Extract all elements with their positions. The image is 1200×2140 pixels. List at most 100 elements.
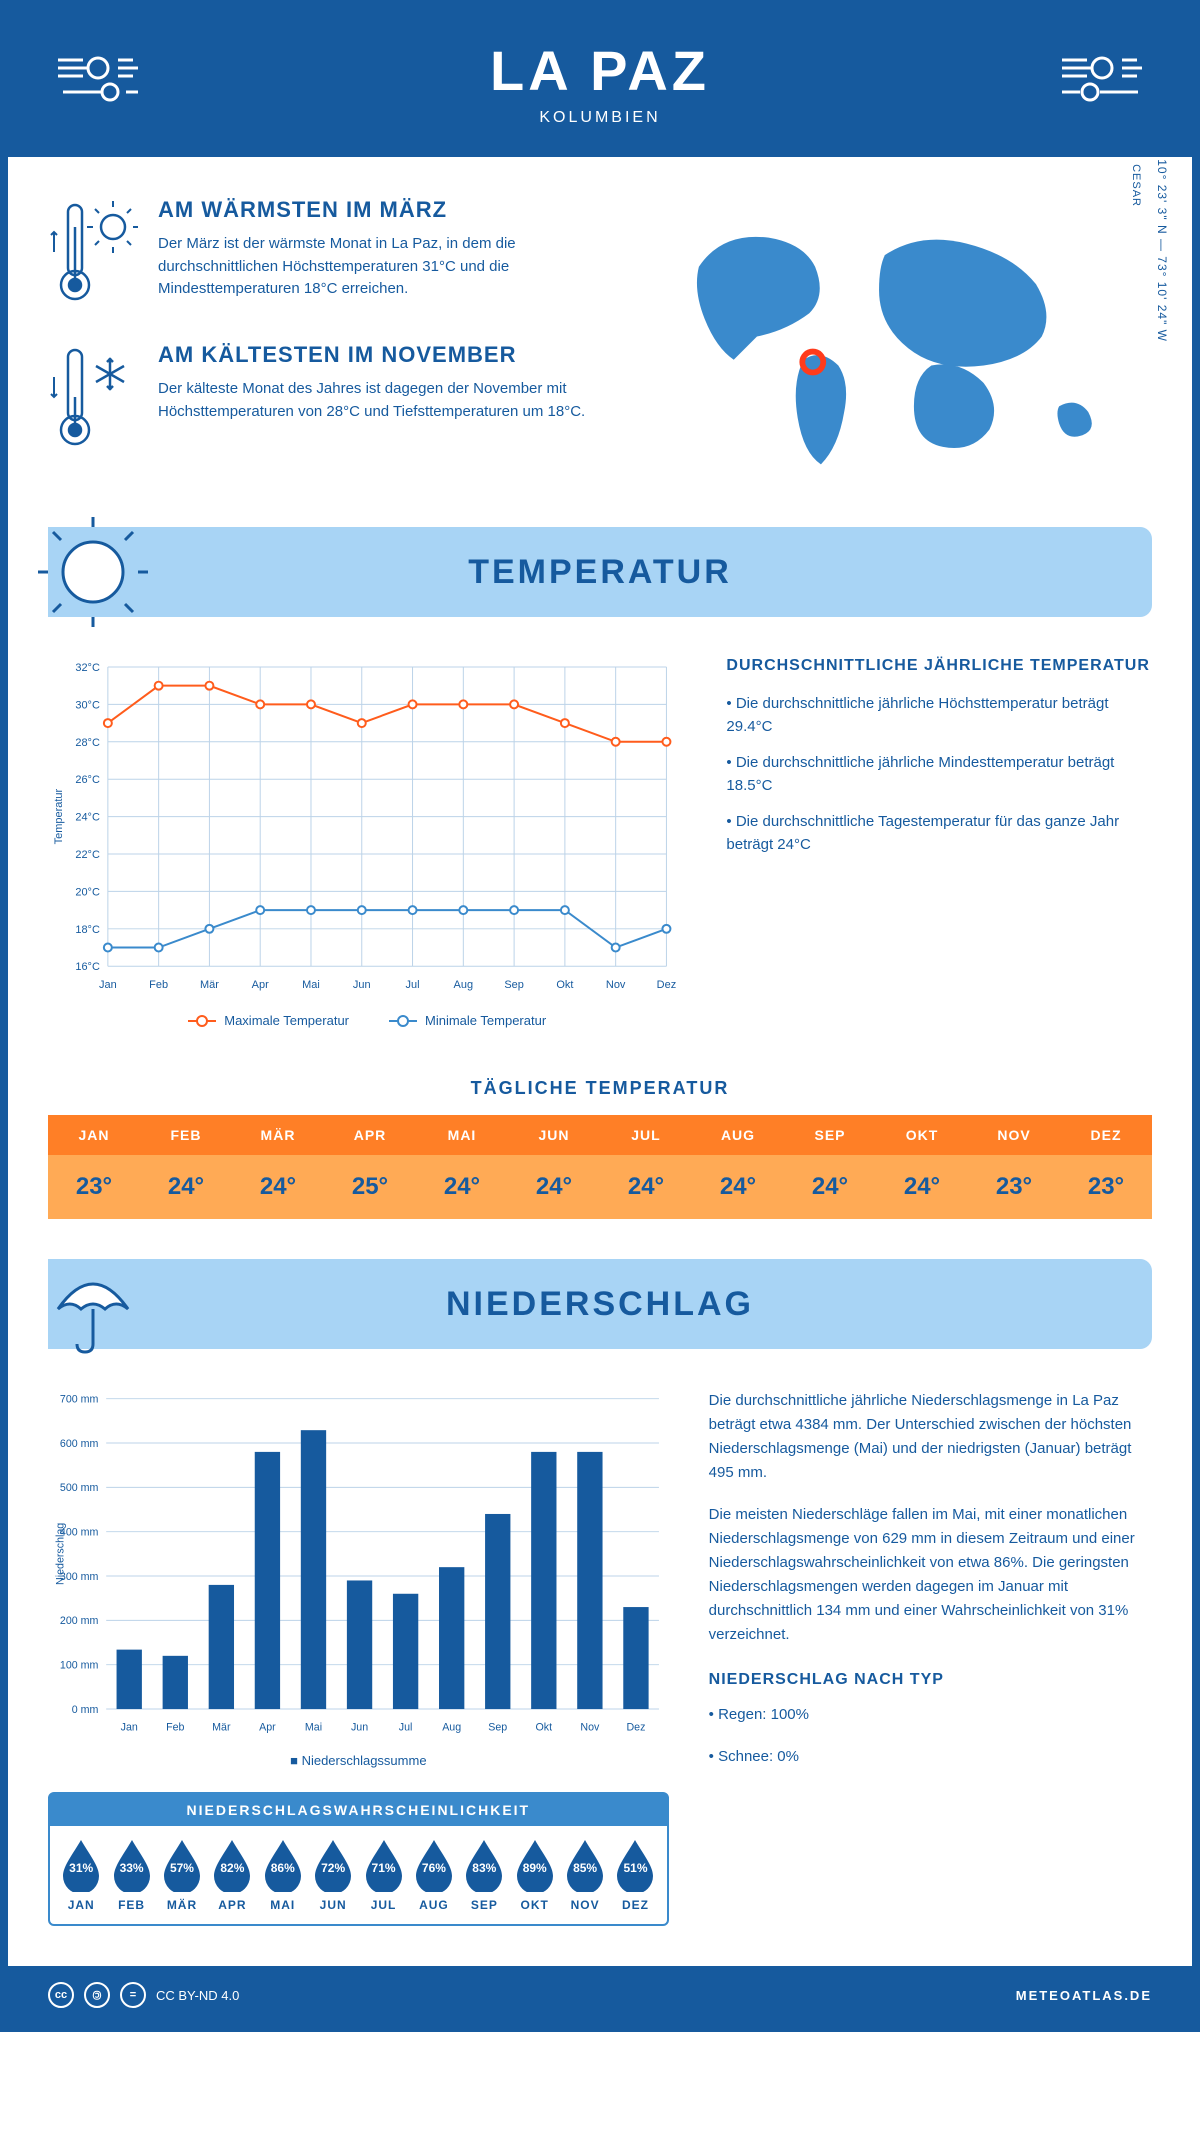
probability-box: NIEDERSCHLAGSWAHRSCHEINLICHKEIT 31%JAN33… — [48, 1792, 669, 1926]
svg-text:Mär: Mär — [212, 1722, 231, 1734]
precip-legend: Niederschlagssumme — [48, 1753, 669, 1768]
nd-icon: = — [120, 1982, 146, 2008]
site-name: METEOATLAS.DE — [1016, 1988, 1152, 2003]
svg-text:Nov: Nov — [606, 979, 626, 991]
svg-text:Mär: Mär — [200, 979, 219, 991]
svg-text:Sep: Sep — [488, 1722, 507, 1734]
prob-col: 57%MÄR — [157, 1838, 207, 1912]
temperature-banner: TEMPERATUR — [48, 527, 1152, 617]
probability-title: NIEDERSCHLAGSWAHRSCHEINLICHKEIT — [50, 1794, 667, 1826]
world-map — [664, 197, 1152, 481]
svg-text:26°C: 26°C — [75, 774, 100, 786]
prob-col: 33%FEB — [106, 1838, 156, 1912]
svg-text:Dez: Dez — [657, 979, 677, 991]
svg-text:22°C: 22°C — [75, 849, 100, 861]
by-icon: 🄯 — [84, 1982, 110, 2008]
svg-text:30°C: 30°C — [75, 699, 100, 711]
coordinates: 10° 23' 3" N — 73° 10' 24" W — [1155, 159, 1169, 342]
cc-icon: cc — [48, 1982, 74, 2008]
prob-col: 83%SEP — [459, 1838, 509, 1912]
svg-text:Mai: Mai — [302, 979, 320, 991]
prob-col: 51%DEZ — [610, 1838, 660, 1912]
svg-text:32°C: 32°C — [75, 662, 100, 674]
coldest-text: Der kälteste Monat des Jahres ist dagege… — [158, 378, 634, 423]
coldest-title: AM KÄLTESTEN IM NOVEMBER — [158, 342, 634, 368]
wind-icon-right — [1052, 40, 1152, 125]
prob-col: 89%OKT — [510, 1838, 560, 1912]
prob-col: 85%NOV — [560, 1838, 610, 1912]
daily-temp-title: TÄGLICHE TEMPERATUR — [48, 1078, 1152, 1099]
svg-text:Apr: Apr — [252, 979, 269, 991]
header: LA PAZ KOLUMBIEN — [8, 8, 1192, 157]
temp-section-title: TEMPERATUR — [48, 553, 1152, 592]
city-title: LA PAZ — [148, 38, 1052, 103]
daily-col: APR25° — [324, 1115, 416, 1219]
daily-col: MÄR24° — [232, 1115, 324, 1219]
svg-text:Jul: Jul — [406, 979, 420, 991]
thermometer-sun-icon — [48, 197, 138, 312]
svg-text:Temperatur: Temperatur — [53, 789, 65, 845]
infographic-page: LA PAZ KOLUMBIEN AM WÄRMSTEN IM MÄRZ Der… — [0, 0, 1200, 2032]
thermometer-snow-icon — [48, 342, 138, 457]
svg-text:Jan: Jan — [121, 1722, 138, 1734]
svg-text:Apr: Apr — [259, 1722, 276, 1734]
precip-chart: 0 mm100 mm200 mm300 mm400 mm500 mm600 mm… — [48, 1389, 669, 1768]
temp-info-title: DURCHSCHNITTLICHE JÄHRLICHE TEMPERATUR — [726, 657, 1152, 675]
umbrella-icon — [38, 1249, 148, 1364]
country-subtitle: KOLUMBIEN — [148, 109, 1052, 127]
warmest-title: AM WÄRMSTEN IM MÄRZ — [158, 197, 634, 223]
svg-text:600 mm: 600 mm — [60, 1438, 99, 1450]
svg-text:Okt: Okt — [556, 979, 573, 991]
daily-col: FEB24° — [140, 1115, 232, 1219]
svg-text:Aug: Aug — [454, 979, 474, 991]
intro-section: AM WÄRMSTEN IM MÄRZ Der März ist der wär… — [8, 157, 1192, 527]
warmest-text: Der März ist der wärmste Monat in La Paz… — [158, 233, 634, 301]
svg-text:Jul: Jul — [399, 1722, 413, 1734]
svg-text:100 mm: 100 mm — [60, 1660, 99, 1672]
coldest-fact: AM KÄLTESTEN IM NOVEMBER Der kälteste Mo… — [48, 342, 634, 457]
svg-text:18°C: 18°C — [75, 924, 100, 936]
svg-text:Dez: Dez — [626, 1722, 645, 1734]
svg-text:28°C: 28°C — [75, 737, 100, 749]
svg-text:24°C: 24°C — [75, 812, 100, 824]
prob-col: 82%APR — [207, 1838, 257, 1912]
license-text: CC BY-ND 4.0 — [156, 1988, 239, 2003]
daily-col: NOV23° — [968, 1115, 1060, 1219]
prob-col: 31%JAN — [56, 1838, 106, 1912]
svg-text:700 mm: 700 mm — [60, 1394, 99, 1406]
precip-banner: NIEDERSCHLAG — [48, 1259, 1152, 1349]
svg-text:Jun: Jun — [351, 1722, 368, 1734]
precip-section-title: NIEDERSCHLAG — [48, 1285, 1152, 1324]
svg-text:20°C: 20°C — [75, 886, 100, 898]
daily-col: SEP24° — [784, 1115, 876, 1219]
sun-icon — [38, 517, 148, 632]
daily-col: MAI24° — [416, 1115, 508, 1219]
prob-col: 86%MAI — [258, 1838, 308, 1912]
daily-temp-table: JAN23°FEB24°MÄR24°APR25°MAI24°JUN24°JUL2… — [48, 1115, 1152, 1219]
prob-col: 76%AUG — [409, 1838, 459, 1912]
svg-text:Mai: Mai — [305, 1722, 322, 1734]
svg-text:Feb: Feb — [166, 1722, 184, 1734]
daily-col: DEZ23° — [1060, 1115, 1152, 1219]
svg-text:Nov: Nov — [580, 1722, 600, 1734]
svg-text:Jan: Jan — [99, 979, 117, 991]
svg-text:16°C: 16°C — [75, 961, 100, 973]
daily-col: JUN24° — [508, 1115, 600, 1219]
svg-text:Okt: Okt — [536, 1722, 553, 1734]
wind-icon-left — [48, 40, 148, 125]
svg-text:Feb: Feb — [149, 979, 168, 991]
svg-text:Aug: Aug — [442, 1722, 461, 1734]
svg-text:Sep: Sep — [504, 979, 524, 991]
footer: cc 🄯 = CC BY-ND 4.0 METEOATLAS.DE — [8, 1966, 1192, 2024]
svg-text:500 mm: 500 mm — [60, 1482, 99, 1494]
daily-col: AUG24° — [692, 1115, 784, 1219]
prob-col: 72%JUN — [308, 1838, 358, 1912]
daily-col: OKT24° — [876, 1115, 968, 1219]
svg-text:Jun: Jun — [353, 979, 371, 991]
svg-text:Niederschlag: Niederschlag — [55, 1523, 67, 1585]
daily-col: JAN23° — [48, 1115, 140, 1219]
warmest-fact: AM WÄRMSTEN IM MÄRZ Der März ist der wär… — [48, 197, 634, 312]
svg-text:0 mm: 0 mm — [72, 1704, 99, 1716]
prob-col: 71%JUL — [358, 1838, 408, 1912]
temp-info: DURCHSCHNITTLICHE JÄHRLICHE TEMPERATUR •… — [726, 657, 1152, 1028]
